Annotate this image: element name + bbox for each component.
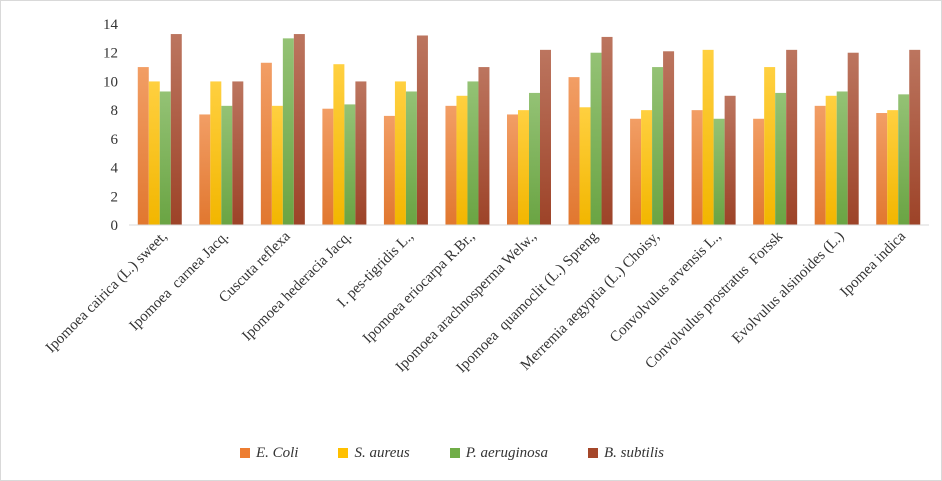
legend-swatch bbox=[239, 448, 250, 458]
bar bbox=[456, 95, 468, 226]
legend-swatch bbox=[449, 448, 460, 458]
bar bbox=[271, 105, 283, 225]
bar bbox=[590, 52, 602, 225]
x-tick-label: Ipomoea hederacia Jacq. bbox=[239, 229, 355, 345]
x-tick-label: Ipomoea eriocarpa R.Br., bbox=[360, 229, 478, 347]
bar bbox=[876, 113, 888, 225]
bar bbox=[702, 49, 714, 225]
bar bbox=[282, 38, 294, 225]
bar bbox=[825, 95, 837, 226]
bar bbox=[159, 91, 171, 225]
bar bbox=[478, 67, 490, 225]
y-tick-label: 10 bbox=[103, 74, 118, 90]
bar bbox=[568, 77, 580, 225]
bar bbox=[713, 118, 725, 225]
legend: E. Coli S. aureus P. aeruginosa B. subtilis bbox=[1, 441, 942, 465]
bar bbox=[232, 81, 244, 225]
legend-label: S. aureus bbox=[354, 444, 410, 461]
y-tick-label: 0 bbox=[111, 218, 119, 234]
bar bbox=[836, 91, 848, 225]
bar bbox=[601, 36, 613, 225]
bar bbox=[540, 49, 551, 225]
bar bbox=[529, 92, 540, 226]
bar bbox=[814, 105, 826, 225]
bar bbox=[641, 110, 653, 225]
bar bbox=[293, 34, 305, 225]
legend-swatch bbox=[338, 448, 349, 458]
legend-label: B. subtilis bbox=[604, 444, 665, 461]
bar bbox=[210, 81, 222, 225]
bar bbox=[630, 118, 642, 225]
y-tick-label: 6 bbox=[111, 132, 119, 148]
x-tick-label: Ipomea indica bbox=[837, 228, 909, 300]
bar bbox=[507, 114, 518, 225]
y-tick-label: 14 bbox=[103, 17, 119, 33]
bar bbox=[518, 110, 529, 225]
bar bbox=[691, 110, 703, 225]
bar bbox=[467, 81, 479, 225]
bar bbox=[199, 114, 211, 225]
bar bbox=[898, 94, 910, 225]
legend-item: B. subtilis bbox=[588, 445, 664, 462]
bar bbox=[405, 91, 417, 225]
bar bbox=[753, 118, 765, 225]
x-tick-label: Evolvulus alsinoides (L.) bbox=[729, 229, 847, 347]
legend-swatch bbox=[588, 448, 598, 458]
bar-series bbox=[137, 34, 921, 226]
bar bbox=[887, 110, 899, 225]
bar bbox=[333, 64, 345, 225]
bar bbox=[909, 49, 921, 225]
y-axis-ticks: 0 2 4 6 8 10 12 14 bbox=[103, 17, 119, 234]
bar bbox=[652, 67, 664, 225]
bar bbox=[344, 104, 356, 225]
bar bbox=[170, 34, 182, 225]
legend-label: E. Coli bbox=[255, 444, 299, 461]
x-tick-label: Convolvulus arvensis L., bbox=[607, 229, 724, 346]
bar bbox=[724, 95, 736, 226]
bar bbox=[445, 105, 457, 225]
bar bbox=[355, 81, 367, 225]
bar bbox=[260, 62, 272, 226]
bar bbox=[786, 49, 798, 225]
legend-item: P. aeruginosa bbox=[449, 444, 548, 462]
bar bbox=[148, 81, 160, 225]
bar bbox=[383, 115, 395, 225]
bar bbox=[663, 51, 675, 226]
bar bbox=[775, 92, 787, 226]
bar bbox=[394, 81, 406, 225]
legend-item: S. aureus bbox=[338, 444, 410, 462]
bar bbox=[322, 108, 334, 225]
y-tick-label: 8 bbox=[111, 103, 119, 119]
x-tick-label: Ipomoea cairica (L.) sweet, bbox=[43, 229, 171, 357]
y-tick-label: 2 bbox=[111, 189, 119, 205]
bar bbox=[137, 67, 149, 225]
bar bbox=[579, 107, 591, 225]
bar bbox=[847, 52, 859, 225]
legend-item: E. Coli bbox=[239, 444, 299, 462]
bar bbox=[416, 35, 428, 225]
legend-label: P. aeruginosa bbox=[465, 444, 548, 461]
bar bbox=[764, 67, 776, 225]
y-tick-label: 12 bbox=[103, 46, 118, 62]
bar bbox=[221, 105, 233, 225]
y-tick-label: 4 bbox=[111, 161, 119, 177]
category-labels: Ipomoea cairica (L.) sweet,Ipomoea carne… bbox=[43, 228, 909, 376]
